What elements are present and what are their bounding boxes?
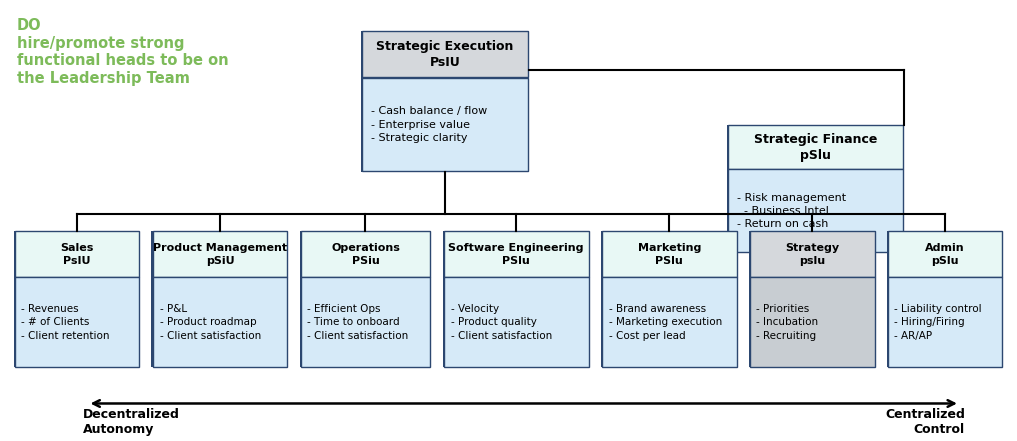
FancyBboxPatch shape bbox=[14, 277, 139, 367]
FancyBboxPatch shape bbox=[300, 231, 431, 367]
FancyBboxPatch shape bbox=[601, 231, 737, 367]
FancyBboxPatch shape bbox=[727, 169, 903, 252]
Text: Operations
PSiu: Operations PSiu bbox=[332, 243, 400, 265]
FancyBboxPatch shape bbox=[14, 231, 139, 277]
Text: - Brand awareness
- Marketing execution
- Cost per lead: - Brand awareness - Marketing execution … bbox=[609, 304, 722, 340]
Text: Product Management
pSiU: Product Management pSiU bbox=[153, 243, 287, 265]
Text: - Revenues
- # of Clients
- Client retention: - Revenues - # of Clients - Client reten… bbox=[21, 304, 110, 340]
Text: Strategic Execution
PsIU: Strategic Execution PsIU bbox=[376, 40, 514, 69]
FancyBboxPatch shape bbox=[602, 277, 736, 367]
FancyBboxPatch shape bbox=[153, 277, 288, 367]
Text: - Liability control
- Hiring/Firing
- AR/AP: - Liability control - Hiring/Firing - AR… bbox=[894, 304, 981, 340]
Text: - Velocity
- Product quality
- Client satisfaction: - Velocity - Product quality - Client sa… bbox=[452, 304, 552, 340]
FancyBboxPatch shape bbox=[443, 277, 589, 367]
FancyBboxPatch shape bbox=[362, 78, 528, 171]
Text: Strategy
pslu: Strategy pslu bbox=[785, 243, 839, 265]
Text: Decentralized
Autonomy: Decentralized Autonomy bbox=[82, 408, 179, 436]
FancyBboxPatch shape bbox=[727, 125, 903, 168]
FancyBboxPatch shape bbox=[443, 231, 589, 277]
FancyBboxPatch shape bbox=[749, 231, 876, 367]
FancyBboxPatch shape bbox=[726, 125, 904, 252]
Text: Software Engineering
PSlu: Software Engineering PSlu bbox=[448, 243, 584, 265]
FancyBboxPatch shape bbox=[750, 231, 875, 277]
FancyBboxPatch shape bbox=[888, 277, 1003, 367]
FancyBboxPatch shape bbox=[13, 231, 140, 367]
FancyBboxPatch shape bbox=[301, 277, 430, 367]
Text: Sales
PsIU: Sales PsIU bbox=[60, 243, 94, 265]
FancyBboxPatch shape bbox=[361, 31, 529, 172]
FancyBboxPatch shape bbox=[301, 231, 430, 277]
FancyBboxPatch shape bbox=[152, 231, 289, 367]
Text: Admin
pSlu: Admin pSlu bbox=[925, 243, 965, 265]
FancyBboxPatch shape bbox=[153, 231, 288, 277]
Text: - Priorities
- Incubation
- Recruiting: - Priorities - Incubation - Recruiting bbox=[757, 304, 819, 340]
Text: Centralized
Control: Centralized Control bbox=[885, 408, 965, 436]
Text: - Cash balance / flow
- Enterprise value
- Strategic clarity: - Cash balance / flow - Enterprise value… bbox=[371, 106, 488, 143]
FancyBboxPatch shape bbox=[362, 31, 528, 77]
FancyBboxPatch shape bbox=[887, 231, 1004, 367]
FancyBboxPatch shape bbox=[750, 277, 875, 367]
FancyBboxPatch shape bbox=[442, 231, 590, 367]
FancyBboxPatch shape bbox=[602, 231, 736, 277]
FancyBboxPatch shape bbox=[888, 231, 1003, 277]
Text: - Efficient Ops
- Time to onboard
- Client satisfaction: - Efficient Ops - Time to onboard - Clie… bbox=[307, 304, 409, 340]
Text: Strategic Finance
pSlu: Strategic Finance pSlu bbox=[754, 133, 877, 161]
Text: Marketing
PSlu: Marketing PSlu bbox=[638, 243, 701, 265]
Text: DO
hire/promote strong
functional heads to be on
the Leadership Team: DO hire/promote strong functional heads … bbox=[16, 19, 228, 86]
Text: - P&L
- Product roadmap
- Client satisfaction: - P&L - Product roadmap - Client satisfa… bbox=[160, 304, 261, 340]
Text: - Risk management
  - Business Intel
- Return on cash: - Risk management - Business Intel - Ret… bbox=[737, 193, 846, 229]
